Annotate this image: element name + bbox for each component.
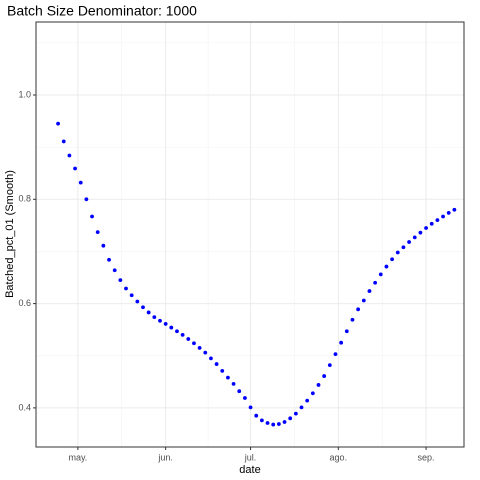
chart-title: Batch Size Denominator: 1000 — [7, 3, 197, 19]
y-tick-label: 0.4 — [18, 402, 31, 412]
point — [248, 405, 253, 410]
point — [418, 230, 423, 235]
point — [152, 315, 157, 320]
point — [299, 405, 304, 410]
point — [276, 422, 281, 426]
point — [67, 153, 72, 158]
point — [305, 398, 310, 403]
point — [61, 139, 66, 144]
point — [237, 389, 242, 394]
point — [197, 346, 202, 350]
point — [361, 298, 366, 303]
point — [107, 257, 111, 262]
point — [452, 207, 457, 212]
point — [226, 375, 230, 380]
point — [146, 310, 151, 315]
point — [446, 210, 451, 215]
point — [327, 363, 332, 368]
point — [378, 272, 383, 277]
point — [169, 325, 174, 330]
x-tick-label: may. — [68, 452, 87, 462]
point — [344, 329, 349, 334]
point — [322, 374, 327, 378]
point — [112, 268, 117, 273]
point — [220, 368, 225, 373]
point — [310, 391, 315, 396]
point — [350, 317, 355, 322]
point — [90, 214, 94, 219]
point — [84, 197, 89, 202]
point — [384, 264, 389, 269]
point — [78, 180, 83, 185]
point — [373, 280, 378, 285]
point — [254, 413, 259, 418]
x-tick-label: jul. — [244, 452, 257, 462]
point — [339, 340, 344, 345]
point — [141, 305, 145, 310]
point — [429, 221, 434, 226]
point — [424, 226, 428, 230]
panel-border — [35, 21, 465, 448]
point — [186, 337, 191, 341]
point — [101, 243, 106, 248]
y-tick-label: 0.8 — [18, 194, 31, 204]
x-axis-title: date — [239, 464, 260, 476]
point — [401, 245, 406, 250]
point — [288, 416, 293, 421]
point — [56, 121, 60, 126]
point — [367, 289, 372, 293]
point — [135, 299, 140, 304]
point — [282, 420, 287, 424]
point — [265, 421, 270, 425]
point — [231, 382, 236, 386]
point — [441, 214, 445, 219]
point — [412, 235, 417, 240]
x-tick-label: jun. — [157, 452, 173, 462]
point — [73, 166, 77, 171]
point — [407, 240, 411, 244]
y-tick-label: 0.6 — [18, 298, 31, 308]
point — [203, 350, 208, 355]
x-tick-label: sep. — [418, 452, 435, 462]
point — [333, 352, 338, 357]
point — [395, 250, 400, 255]
point — [435, 218, 440, 223]
point — [390, 257, 395, 262]
point — [175, 329, 179, 334]
point — [129, 293, 134, 298]
point — [271, 422, 276, 427]
point — [158, 318, 162, 323]
y-tick-label: 1.0 — [18, 89, 31, 99]
point — [163, 322, 168, 326]
point — [192, 341, 196, 346]
y-axis-title: Batched_pct_01 (Smooth) — [4, 170, 16, 298]
point — [293, 411, 298, 416]
point — [356, 307, 361, 312]
point — [124, 286, 128, 291]
point — [214, 362, 219, 366]
point — [209, 356, 213, 361]
point — [95, 230, 100, 235]
x-tick-label: ago. — [330, 452, 348, 462]
point — [316, 383, 321, 387]
point — [243, 396, 247, 400]
point — [118, 278, 123, 283]
point — [180, 332, 185, 337]
point — [259, 418, 264, 423]
